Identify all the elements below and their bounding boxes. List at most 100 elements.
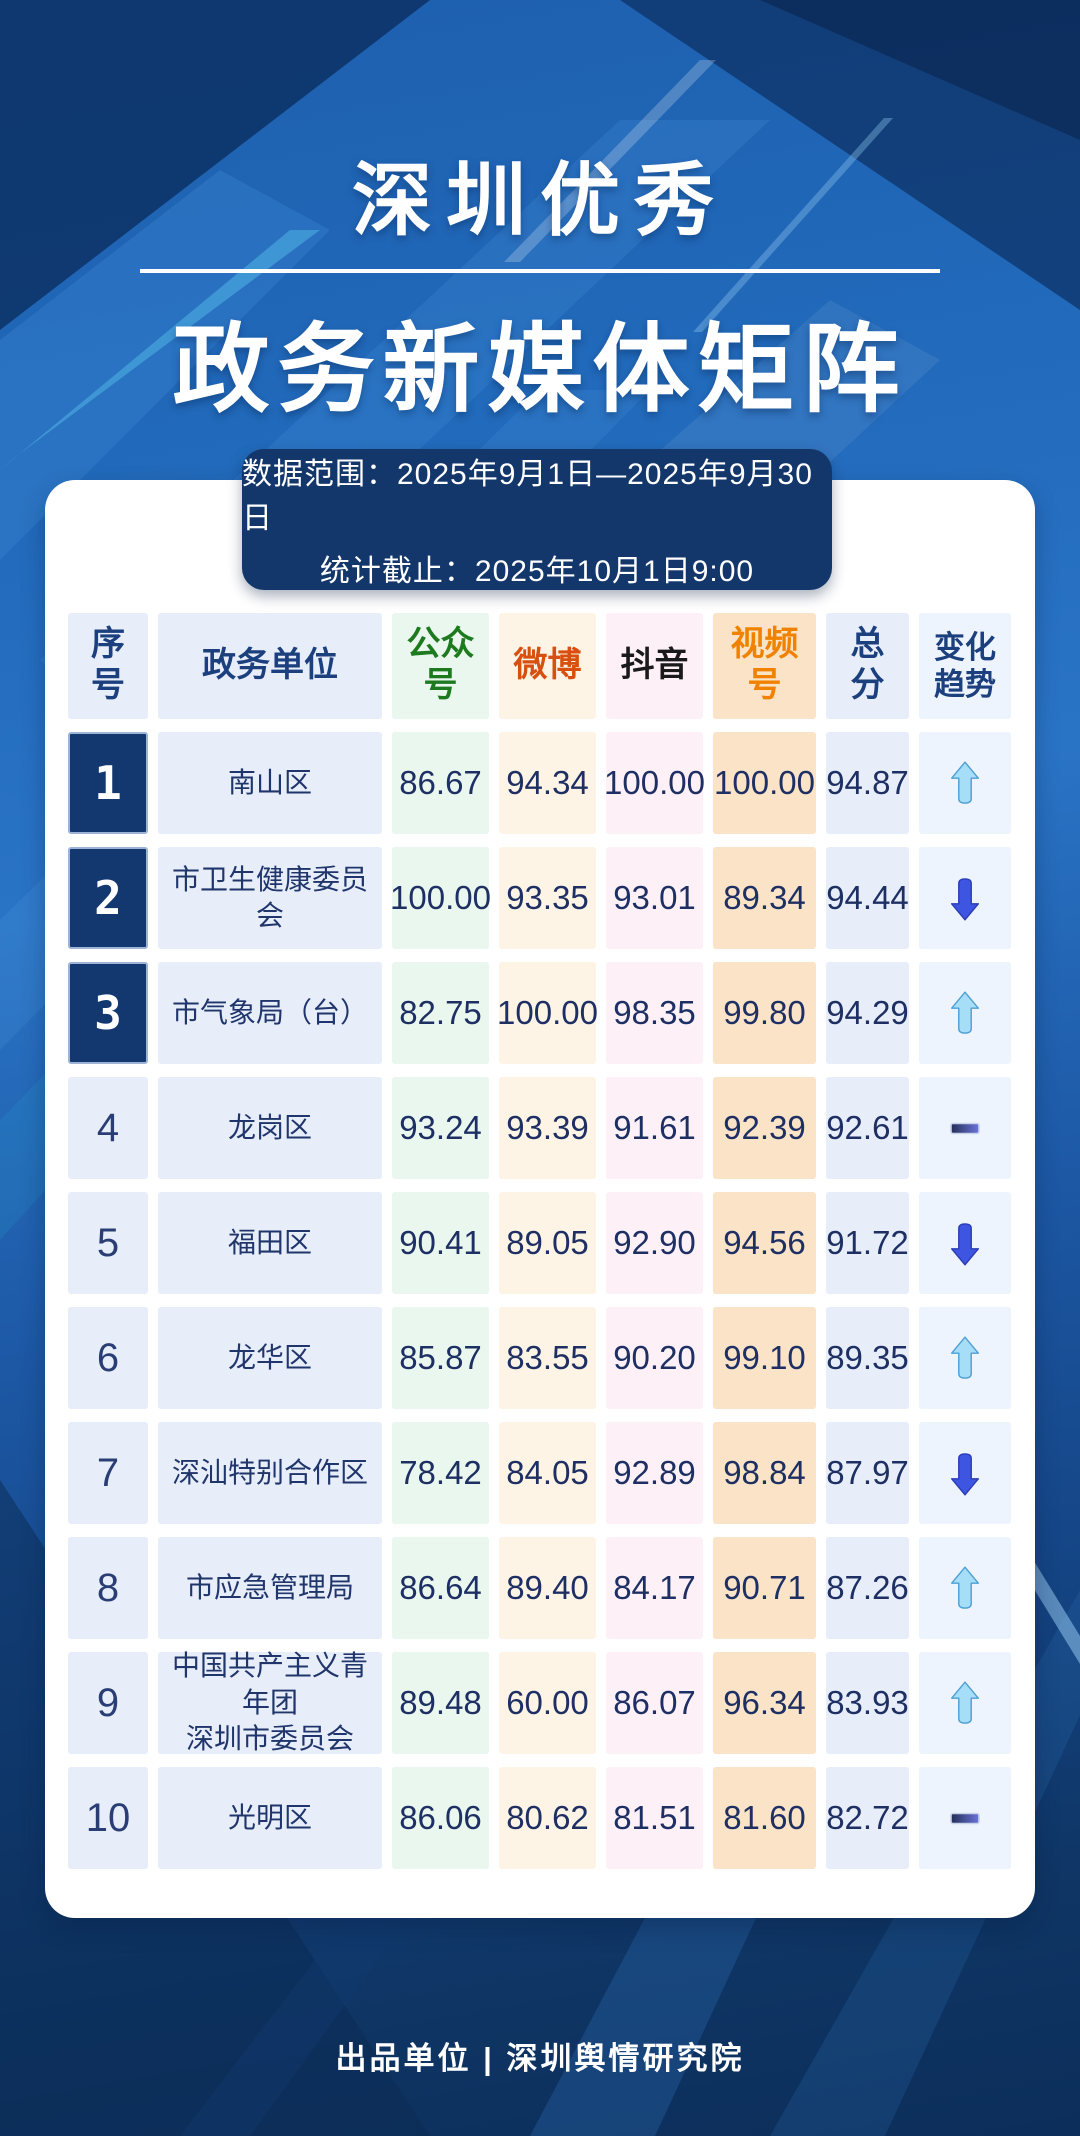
shipinhao-score-cell: 100.00 (713, 732, 816, 834)
weibo-score-cell: 100.00 (497, 962, 598, 1064)
rank-cell: 4 (68, 1077, 148, 1179)
weibo-score-cell: 94.34 (499, 732, 596, 834)
data-range-line: 数据范围：2025年9月1日—2025年9月30日 (242, 458, 813, 535)
column-header-shipinhao: 视频号 (713, 613, 816, 719)
weibo-score-cell: 89.40 (499, 1537, 596, 1639)
trend-flat-icon (950, 1122, 980, 1134)
unit-cell: 市卫生健康委员会 (158, 847, 382, 949)
total-score-cell: 82.72 (826, 1767, 909, 1869)
trend-up-icon (950, 1680, 980, 1724)
douyin-score-cell: 98.35 (606, 962, 703, 1064)
douyin-score-cell: 93.01 (606, 847, 703, 949)
wechat-score-cell: 86.64 (392, 1537, 489, 1639)
rank-cell: 3 (68, 962, 148, 1064)
weibo-score-cell: 93.39 (499, 1077, 596, 1179)
trend-up-icon (950, 1335, 980, 1379)
wechat-score-cell: 78.42 (392, 1422, 489, 1524)
ranking-table: 序号 政务单位 公众号 微博 抖音 视频号 总分 变化趋势 1 南山区 86.67 94.34 100.… (68, 613, 1011, 1869)
shipinhao-score-cell: 89.34 (713, 847, 816, 949)
data-range-box: 数据范围：2025年9月1日—2025年9月30日 统计截止：2025年10月1… (242, 449, 832, 590)
shipinhao-score-cell: 94.56 (713, 1192, 816, 1294)
rank-cell: 10 (68, 1767, 148, 1869)
trend-up-icon (950, 760, 980, 804)
shipinhao-score-cell: 92.39 (713, 1077, 816, 1179)
rank-cell: 1 (68, 732, 148, 834)
stats-deadline-line: 统计截止：2025年10月1日9:00 (319, 555, 755, 588)
trend-cell (919, 847, 1011, 949)
shipinhao-score-cell: 90.71 (713, 1537, 816, 1639)
total-score-cell: 91.72 (826, 1192, 909, 1294)
weibo-score-cell: 84.05 (499, 1422, 596, 1524)
trend-down-icon (950, 1452, 980, 1496)
total-score-cell: 87.97 (826, 1422, 909, 1524)
douyin-score-cell: 84.17 (606, 1537, 703, 1639)
weibo-score-cell: 93.35 (499, 847, 596, 949)
unit-cell: 光明区 (158, 1767, 382, 1869)
weibo-score-cell: 80.62 (499, 1767, 596, 1869)
rank-cell: 5 (68, 1192, 148, 1294)
unit-cell: 南山区 (158, 732, 382, 834)
douyin-score-cell: 86.07 (606, 1652, 703, 1754)
rank-cell: 6 (68, 1307, 148, 1409)
wechat-score-cell: 90.41 (392, 1192, 489, 1294)
wechat-score-cell: 100.00 (390, 847, 491, 949)
trend-cell (919, 962, 1011, 1064)
trend-cell (919, 1652, 1011, 1754)
trend-cell (919, 1422, 1011, 1524)
column-header-total: 总分 (826, 613, 909, 719)
trend-up-icon (950, 990, 980, 1034)
trend-cell (919, 732, 1011, 834)
rank-cell: 9 (68, 1652, 148, 1754)
wechat-score-cell: 86.06 (392, 1767, 489, 1869)
column-header-weibo: 微博 (499, 613, 596, 719)
page-title-line1: 深圳优秀 (352, 156, 728, 245)
rank-cell: 7 (68, 1422, 148, 1524)
douyin-score-cell: 92.89 (606, 1422, 703, 1524)
douyin-score-cell: 91.61 (606, 1077, 703, 1179)
shipinhao-score-cell: 99.10 (713, 1307, 816, 1409)
table-card: 序号 政务单位 公众号 微博 抖音 视频号 总分 变化趋势 1 南山区 86.67 94.34 100.… (45, 480, 1035, 1918)
wechat-score-cell: 89.48 (392, 1652, 489, 1754)
total-score-cell: 89.35 (826, 1307, 909, 1409)
shipinhao-score-cell: 99.80 (713, 962, 816, 1064)
total-score-cell: 94.87 (826, 732, 909, 834)
trend-down-icon (950, 1222, 980, 1266)
trend-down-icon (950, 877, 980, 921)
douyin-score-cell: 100.00 (604, 732, 705, 834)
shipinhao-score-cell: 96.34 (713, 1652, 816, 1754)
title-divider (140, 269, 940, 273)
wechat-score-cell: 82.75 (392, 962, 489, 1064)
unit-cell: 龙华区 (158, 1307, 382, 1409)
unit-cell: 市应急管理局 (158, 1537, 382, 1639)
unit-cell: 福田区 (158, 1192, 382, 1294)
column-header-douyin: 抖音 (606, 613, 703, 719)
trend-cell (919, 1767, 1011, 1869)
wechat-score-cell: 86.67 (392, 732, 489, 834)
douyin-score-cell: 81.51 (606, 1767, 703, 1869)
weibo-score-cell: 89.05 (499, 1192, 596, 1294)
trend-flat-icon (950, 1812, 980, 1824)
column-header-unit: 政务单位 (158, 613, 382, 719)
column-header-trend: 变化趋势 (919, 613, 1011, 719)
wechat-score-cell: 93.24 (392, 1077, 489, 1179)
trend-cell (919, 1192, 1011, 1294)
total-score-cell: 94.44 (826, 847, 909, 949)
weibo-score-cell: 60.00 (499, 1652, 596, 1754)
douyin-score-cell: 92.90 (606, 1192, 703, 1294)
trend-cell (919, 1307, 1011, 1409)
rank-cell: 8 (68, 1537, 148, 1639)
unit-cell: 市气象局（台） (158, 962, 382, 1064)
shipinhao-score-cell: 81.60 (713, 1767, 816, 1869)
unit-cell: 深汕特别合作区 (158, 1422, 382, 1524)
unit-cell: 龙岗区 (158, 1077, 382, 1179)
column-header-wechat: 公众号 (392, 613, 489, 719)
footer-credit: 出品单位 | 深圳舆情研究院 (335, 2041, 745, 2076)
wechat-score-cell: 85.87 (392, 1307, 489, 1409)
trend-up-icon (950, 1565, 980, 1609)
douyin-score-cell: 90.20 (606, 1307, 703, 1409)
trend-cell (919, 1537, 1011, 1639)
column-header-rank: 序号 (68, 613, 148, 719)
weibo-score-cell: 83.55 (499, 1307, 596, 1409)
total-score-cell: 92.61 (826, 1077, 909, 1179)
